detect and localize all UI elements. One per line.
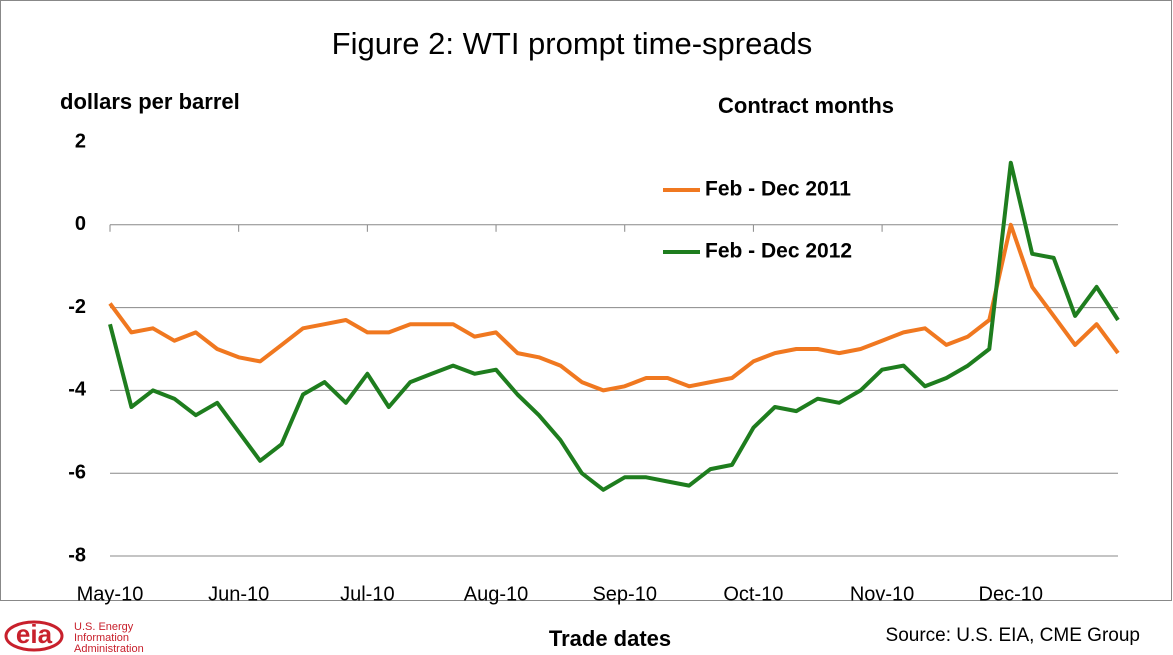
series-line xyxy=(108,222,1120,393)
logo-mark: eia xyxy=(16,619,53,649)
frame xyxy=(0,0,1172,601)
logo-text: U.S. Energy xyxy=(74,621,134,633)
y-tick-label: 0 xyxy=(75,213,86,235)
x-tick-label: Dec-10 xyxy=(979,583,1043,605)
logo-text: Information xyxy=(74,632,129,644)
logo-ring xyxy=(4,620,64,652)
x-tick-label: Jul-10 xyxy=(340,583,394,605)
y-tick-label: 2 xyxy=(75,130,86,152)
legend-title: Contract months xyxy=(718,93,894,118)
logo-text: Administration xyxy=(74,643,144,655)
y-tick-label: -2 xyxy=(68,296,86,318)
y-tick-label: -8 xyxy=(68,544,86,566)
y-axis-label: dollars per barrel xyxy=(60,89,240,114)
logo: eia U.S. Energy Information Administrati… xyxy=(4,619,144,655)
x-tick-label: Nov-10 xyxy=(850,583,914,605)
x-tick-label: Oct-10 xyxy=(723,583,783,605)
x-axis-label: Trade dates xyxy=(549,626,671,651)
x-tick-label: Aug-10 xyxy=(464,583,529,605)
series-line xyxy=(108,160,1120,492)
x-tick-label: Sep-10 xyxy=(592,583,657,605)
legend-label: Feb - Dec 2011 xyxy=(705,178,851,201)
legend-label: Feb - Dec 2012 xyxy=(705,240,852,263)
chart-title: Figure 2: WTI prompt time-spreads xyxy=(332,26,813,61)
y-tick-label: -6 xyxy=(68,461,86,483)
x-tick-label: Jun-10 xyxy=(208,583,269,605)
y-tick-label: -4 xyxy=(68,379,87,401)
source: Source: U.S. EIA, CME Group xyxy=(886,625,1140,646)
x-tick-label: May-10 xyxy=(77,583,144,605)
